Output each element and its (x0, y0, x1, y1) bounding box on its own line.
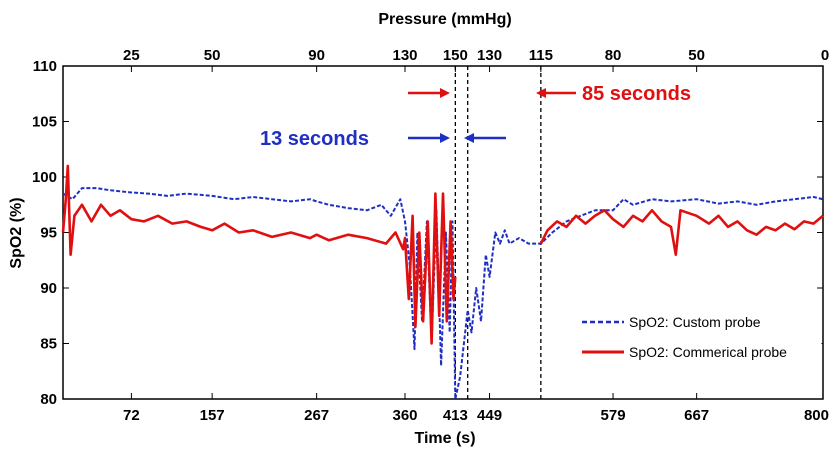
series-custom-probe (62, 187, 824, 400)
annotation-13-seconds: 13 seconds (260, 128, 506, 150)
legend-box (572, 306, 822, 368)
x-tick-label: 360 (392, 407, 417, 424)
y-tick-label: 105 (32, 114, 57, 131)
y-tick-label: 90 (40, 280, 57, 297)
top-tick-label: 25 (123, 47, 140, 64)
top-tick-label: 150 (443, 47, 468, 64)
series-line (62, 187, 824, 400)
x-tick-label: 449 (477, 407, 502, 424)
top-tick-label: 90 (308, 47, 325, 64)
series-commercial-probe (61, 164, 824, 345)
annotation-85-seconds: 85 seconds (408, 83, 691, 105)
y-tick-label: 95 (40, 225, 57, 242)
annotation-85-arrow-right-head (536, 88, 546, 98)
y-axis-title: SpO2 (%) (8, 197, 25, 268)
annotation-85-arrow-left-head (440, 88, 450, 98)
x-tick-label: 579 (601, 407, 626, 424)
top-tick-label: 130 (477, 47, 502, 64)
annotation-85-seconds-text: 85 seconds (582, 83, 691, 105)
x-tick-label: 157 (200, 407, 225, 424)
y-tick-label: 110 (33, 58, 57, 75)
series-line (539, 209, 824, 256)
x-axis-title: Time (s) (414, 430, 475, 447)
annotation-13-arrow-right-head (464, 133, 474, 143)
legend: SpO2: Custom probe SpO2: Commerical prob… (572, 306, 822, 368)
top-tick-label: 50 (688, 47, 705, 64)
legend-label-custom-probe: SpO2: Custom probe (629, 314, 761, 330)
x-tick-label: 413 (443, 407, 468, 424)
annotation-13-seconds-text: 13 seconds (260, 128, 369, 150)
top-tick-label: 80 (605, 47, 622, 64)
top-tick-label: 0 (821, 47, 829, 64)
x-tick-label: 800 (804, 407, 829, 424)
top-axis-title: Pressure (mmHg) (378, 11, 511, 28)
legend-label-commercial-probe: SpO2: Commerical probe (629, 344, 787, 360)
y-tick-label: 80 (40, 391, 57, 408)
y-tick-label: 85 (40, 336, 57, 353)
top-tick-label: 115 (529, 47, 553, 64)
y-tick-label: 100 (32, 169, 57, 186)
plot-area: 80 85 90 95 100 105 110 72 157 267 360 413 449 579 667… (32, 47, 829, 424)
annotation-13-arrow-left-head (440, 133, 450, 143)
x-tick-label: 667 (684, 407, 709, 424)
top-tick-label: 50 (204, 47, 221, 64)
top-tick-label: 130 (392, 47, 417, 64)
x-tick-label: 72 (123, 407, 140, 424)
x-tick-label: 267 (304, 407, 329, 424)
series-line (61, 164, 457, 345)
